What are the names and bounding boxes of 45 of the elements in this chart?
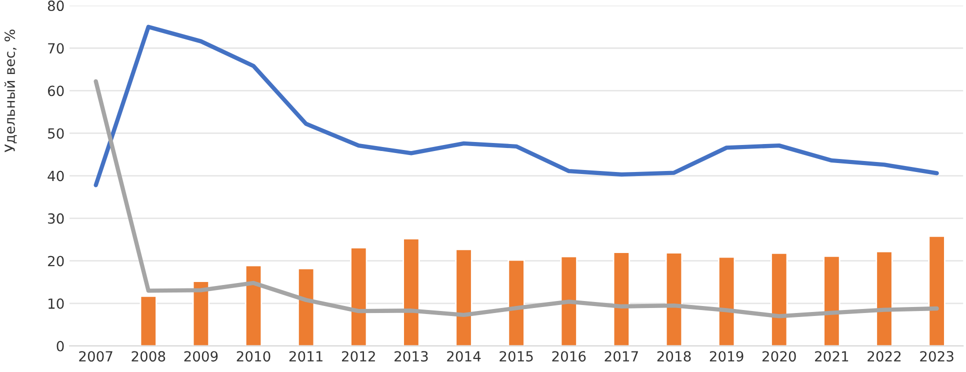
y-tick-label: 0 <box>56 340 64 352</box>
bar <box>455 248 472 346</box>
x-tick-label: 2012 <box>342 351 375 362</box>
y-tick-label: 20 <box>48 256 64 266</box>
x-tick-label: 2008 <box>132 351 166 362</box>
bar <box>192 280 210 346</box>
bar <box>770 252 788 346</box>
bar <box>718 256 736 346</box>
x-tick-label: 2010 <box>236 351 270 362</box>
bar <box>244 264 262 346</box>
x-tick-label: 2007 <box>79 351 112 362</box>
y-tick-label: 60 <box>48 86 64 96</box>
y-tick-label: 70 <box>48 43 64 54</box>
y-tick-label: 80 <box>48 0 64 12</box>
x-tick-label: 2021 <box>815 351 848 362</box>
x-tick-label: 2015 <box>500 351 533 362</box>
x-tick-label: 2023 <box>920 351 954 362</box>
bar <box>298 268 315 346</box>
bar <box>140 295 157 346</box>
line-series <box>94 79 939 318</box>
bar <box>612 252 630 346</box>
bar <box>665 252 683 346</box>
line-series <box>94 24 939 188</box>
x-tick-label: 2011 <box>289 351 322 362</box>
x-tick-label: 2014 <box>447 351 481 362</box>
x-tick-label: 2018 <box>657 351 691 362</box>
x-tick-label: 2016 <box>552 351 586 362</box>
bar <box>876 250 893 346</box>
x-tick-label: 2013 <box>394 351 428 362</box>
x-tick-label: 2020 <box>762 351 796 362</box>
y-tick-label: 30 <box>48 213 64 224</box>
x-tick-label: 2019 <box>710 351 744 362</box>
bar <box>350 246 368 346</box>
bar <box>560 256 578 346</box>
y-tick-label: 10 <box>48 298 64 309</box>
bar <box>402 238 420 346</box>
y-tick-label: 40 <box>48 170 64 182</box>
x-tick-label: 2017 <box>604 351 638 362</box>
y-axis-title: Удельный вес, % <box>4 30 17 152</box>
x-tick-label: 2009 <box>184 351 218 362</box>
bar <box>928 235 946 346</box>
y-tick-label: 50 <box>48 128 64 139</box>
x-tick-label: 2022 <box>868 351 901 362</box>
bar <box>823 255 840 346</box>
bar <box>508 259 525 346</box>
